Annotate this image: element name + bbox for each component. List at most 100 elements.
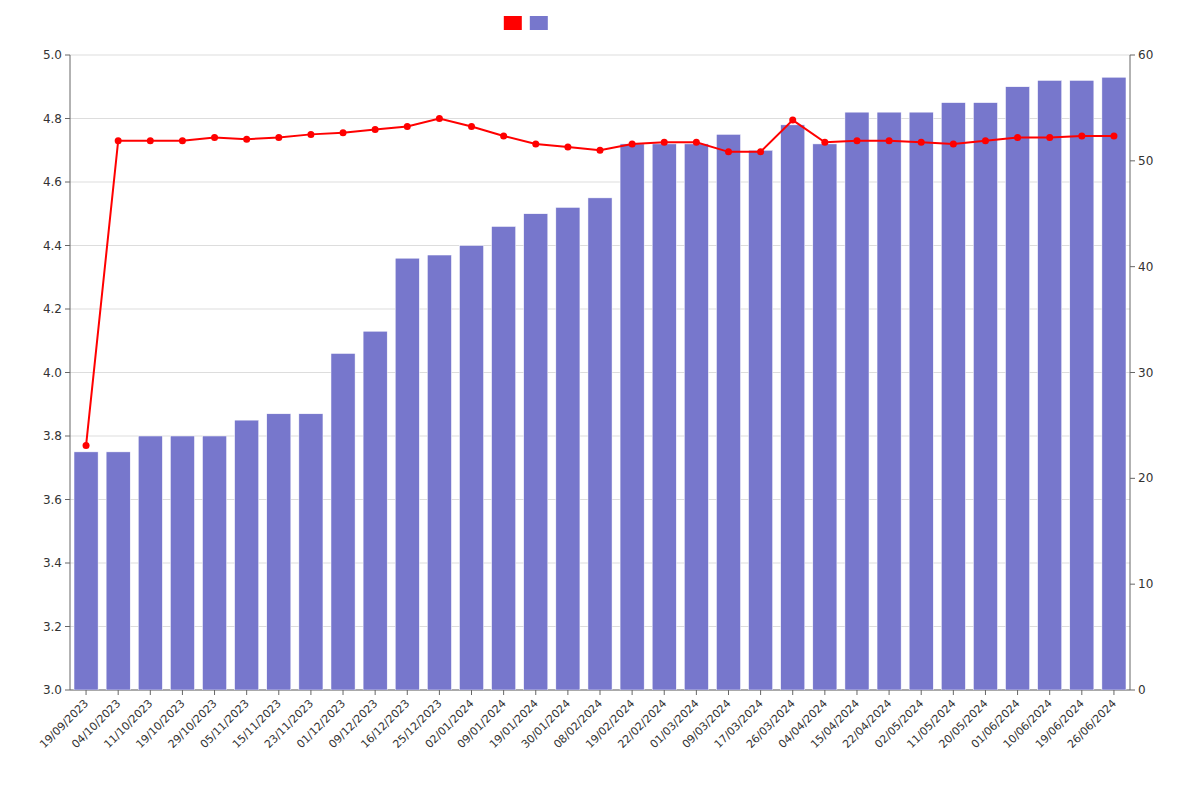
tick-mark — [65, 118, 70, 119]
tick-label: 3.0 — [43, 683, 62, 697]
tick-mark — [65, 182, 70, 183]
point — [275, 134, 282, 141]
point — [436, 115, 443, 122]
tick-mark — [1081, 690, 1082, 695]
bar — [877, 112, 901, 690]
point — [1014, 134, 1021, 141]
tick-mark — [1113, 690, 1114, 695]
tick-mark — [65, 626, 70, 627]
tick-mark — [439, 690, 440, 695]
point — [886, 137, 893, 144]
tick-mark — [65, 309, 70, 310]
tick-mark — [375, 690, 376, 695]
bar — [588, 198, 612, 690]
bar — [749, 150, 773, 690]
bar — [524, 214, 548, 690]
grid — [70, 55, 1130, 690]
tick-mark — [792, 690, 793, 695]
point — [853, 137, 860, 144]
y-axis-line — [70, 55, 71, 690]
bar — [267, 414, 291, 690]
point — [532, 140, 539, 147]
tick-mark — [1130, 266, 1135, 267]
tick-label: 4.4 — [43, 239, 62, 253]
tick-mark — [118, 690, 119, 695]
bar — [395, 258, 419, 690]
tick-mark — [856, 690, 857, 695]
tick-mark — [65, 55, 70, 56]
bar — [170, 436, 194, 690]
bar — [363, 331, 387, 690]
point — [1110, 132, 1117, 139]
point — [757, 148, 764, 155]
tick-label: 20 — [1138, 471, 1153, 485]
tick-label: 50 — [1138, 154, 1153, 168]
point — [629, 140, 636, 147]
tick-mark — [1049, 690, 1050, 695]
tick-mark — [150, 690, 151, 695]
tick-label: 10 — [1138, 577, 1153, 591]
point — [693, 139, 700, 146]
tick-label: 0 — [1138, 683, 1146, 697]
tick-label: 4.8 — [43, 112, 62, 126]
point — [661, 139, 668, 146]
tick-label: 60 — [1138, 48, 1153, 62]
tick-label: 3.2 — [43, 620, 62, 634]
bar — [138, 436, 162, 690]
point — [597, 147, 604, 154]
tick-mark — [1130, 478, 1135, 479]
tick-mark — [889, 690, 890, 695]
point — [500, 132, 507, 139]
axes: 3.03.23.43.63.84.04.24.44.64.85.00102030… — [37, 48, 1153, 751]
tick-mark — [824, 690, 825, 695]
point — [564, 144, 571, 151]
point — [147, 137, 154, 144]
tick-mark — [696, 690, 697, 695]
bar — [427, 255, 451, 690]
point — [821, 139, 828, 146]
tick-label: 3.8 — [43, 429, 62, 443]
tick-mark — [535, 690, 536, 695]
tick-mark — [182, 690, 183, 695]
point — [789, 117, 796, 124]
bar — [1038, 80, 1062, 690]
bar — [299, 414, 323, 690]
tick-label: 26/06/2024 — [1065, 697, 1119, 751]
point — [340, 129, 347, 136]
tick-mark — [86, 690, 87, 695]
point — [1046, 134, 1053, 141]
bar — [331, 353, 355, 690]
tick-label: 3.4 — [43, 556, 62, 570]
point — [725, 148, 732, 155]
tick-mark — [953, 690, 954, 695]
tick-mark — [65, 563, 70, 564]
bar — [1102, 77, 1126, 690]
tick-mark — [1130, 160, 1135, 161]
tick-label: 5.0 — [43, 48, 62, 62]
bar — [973, 103, 997, 690]
bar — [74, 452, 98, 690]
legend — [504, 16, 548, 30]
tick-mark — [921, 690, 922, 695]
bar — [203, 436, 227, 690]
tick-mark — [664, 690, 665, 695]
tick-mark — [246, 690, 247, 695]
plot-data — [74, 77, 1126, 690]
tick-mark — [728, 690, 729, 695]
point — [83, 442, 90, 449]
bar — [459, 246, 483, 691]
tick-mark — [600, 690, 601, 695]
tick-mark — [65, 436, 70, 437]
tick-mark — [985, 690, 986, 695]
point — [404, 123, 411, 130]
tick-mark — [65, 690, 70, 691]
bar — [1006, 87, 1030, 690]
tick-label: 4.2 — [43, 302, 62, 316]
point — [950, 140, 957, 147]
tick-mark — [65, 372, 70, 373]
tick-mark — [65, 245, 70, 246]
bar — [941, 103, 965, 690]
grid-line — [70, 118, 1130, 119]
bar — [235, 420, 259, 690]
tick-label: 30 — [1138, 366, 1153, 380]
